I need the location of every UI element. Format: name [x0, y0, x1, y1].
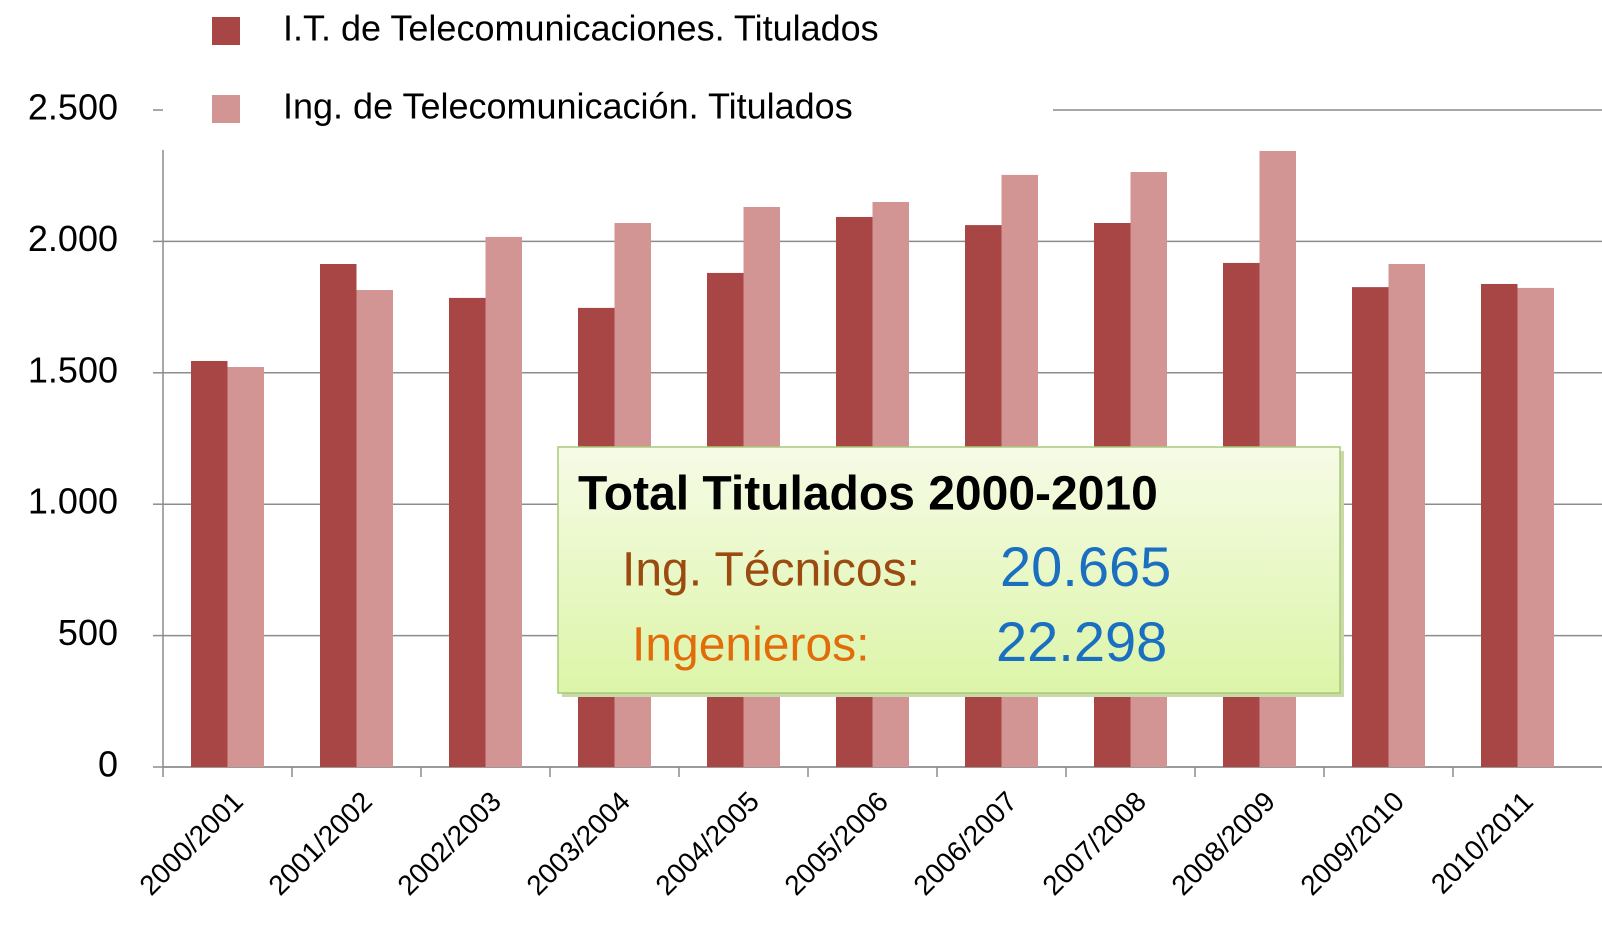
annotation-box — [557, 446, 1341, 694]
y-tick-label: 2.000 — [28, 218, 118, 259]
bar — [320, 264, 357, 767]
bar — [485, 236, 522, 768]
x-tick-label: 2007/2008 — [1036, 786, 1152, 902]
legend-swatch — [212, 17, 240, 45]
x-tick-label: 2004/2005 — [649, 786, 765, 902]
bar — [191, 360, 228, 767]
bar — [356, 290, 393, 767]
bar — [227, 367, 264, 767]
y-tick-label: 2.500 — [28, 87, 118, 128]
legend-swatch — [212, 95, 240, 123]
bar — [1388, 264, 1425, 767]
annotation-value: 20.665 — [1000, 535, 1171, 598]
legend-label: I.T. de Telecomunicaciones. Titulados — [283, 8, 879, 49]
annotation-label: Ing. Técnicos: — [622, 544, 920, 597]
x-tick-label: 2000/2001 — [133, 786, 249, 902]
annotation-title: Total Titulados 2000-2010 — [578, 468, 1158, 521]
x-tick-label: 2005/2006 — [778, 786, 894, 902]
x-tick-label: 2010/2011 — [1425, 786, 1539, 900]
bar — [1517, 287, 1554, 767]
bar — [1481, 283, 1518, 767]
x-tick-label: 2001/2002 — [262, 786, 378, 902]
y-tick-label: 500 — [58, 612, 118, 653]
y-tick-label: 1.500 — [28, 349, 118, 390]
y-tick-label: 0 — [98, 744, 118, 785]
bar — [449, 297, 486, 767]
x-tick-label: 2008/2009 — [1165, 786, 1281, 902]
x-tick-label: 2009/2010 — [1294, 786, 1410, 902]
legend-label: Ing. de Telecomunicación. Titulados — [283, 86, 853, 127]
annotation-value: 22.298 — [996, 610, 1167, 673]
bar — [1352, 287, 1389, 767]
x-tick-label: 2003/2004 — [520, 786, 636, 902]
x-tick-label: 2006/2007 — [907, 786, 1023, 902]
annotation-label: Ingenieros: — [632, 619, 870, 672]
y-tick-label: 1.000 — [28, 481, 118, 522]
x-tick-label: 2002/2003 — [391, 786, 507, 902]
